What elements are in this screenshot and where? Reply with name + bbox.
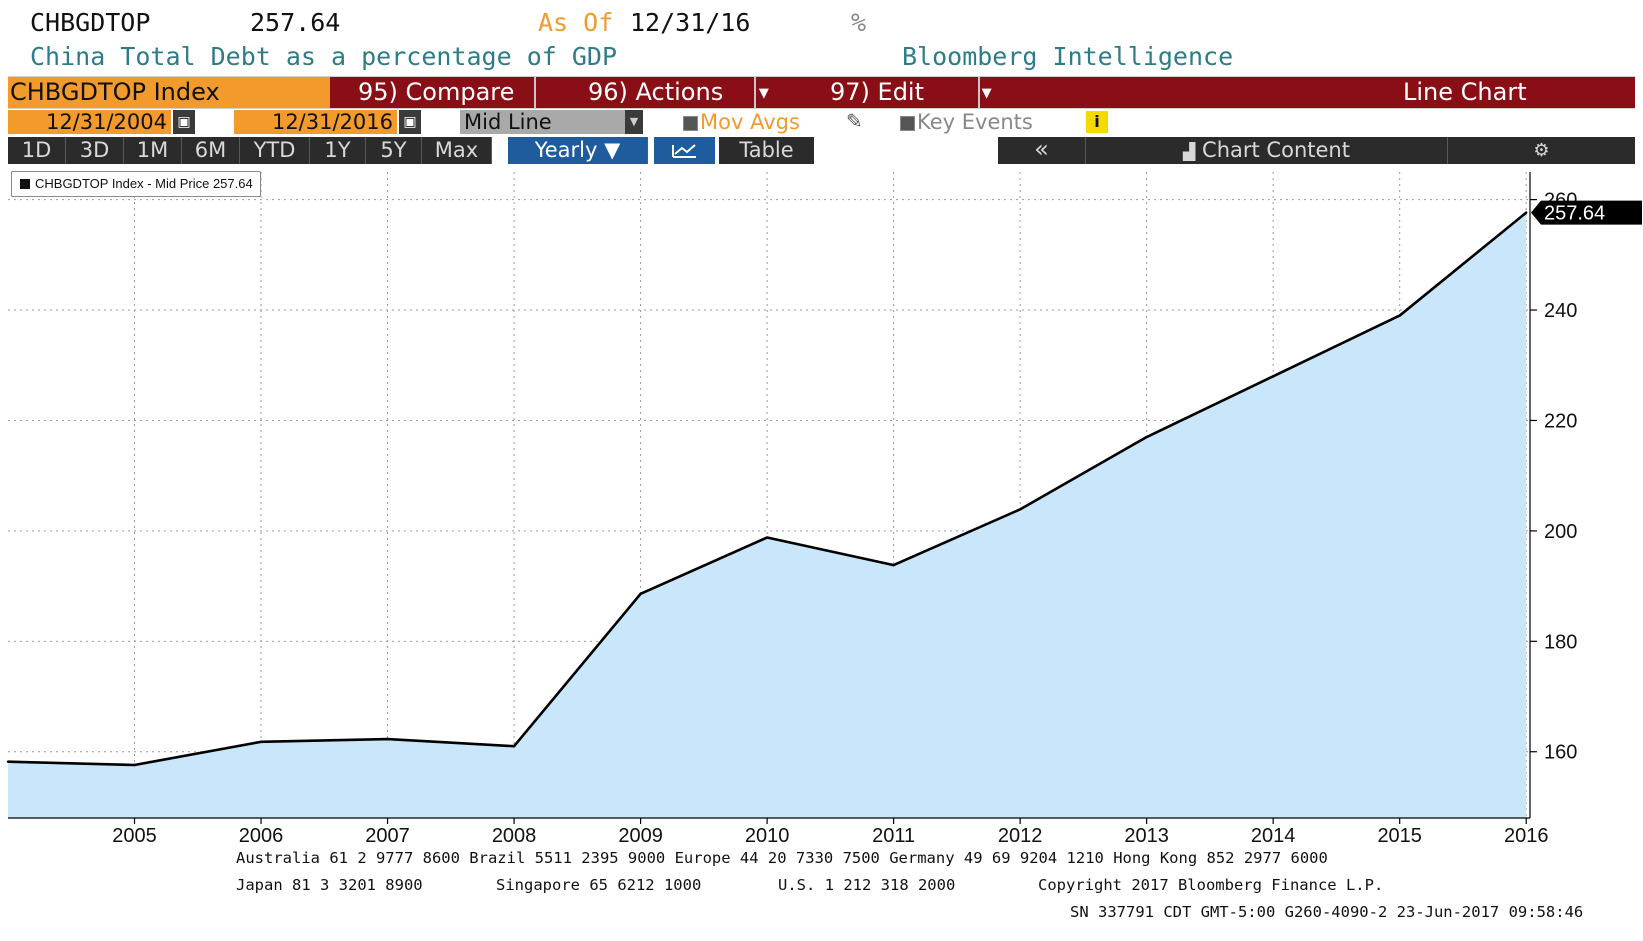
brand-label: Bloomberg Intelligence [902,42,1234,71]
data-point-2015 [1398,314,1401,317]
chart-content-label: Chart Content [1202,138,1350,162]
period-button-1d[interactable]: 1D [8,137,66,164]
last-value-marker: 257.64 [1531,200,1642,225]
as-of-label: As Of [538,8,614,37]
y-tick-label-240: 240 [1544,300,1577,322]
axes [8,172,1531,819]
toolbar-divider [978,77,980,108]
y-tick-label-180: 180 [1544,631,1577,653]
data-point-2010 [765,536,769,539]
chart-style-button[interactable] [654,137,715,164]
percent-toggle[interactable]: % [851,8,867,37]
key-events-checkbox[interactable] [900,116,915,131]
data-point-2011 [892,563,895,567]
x-tick-label-2009: 2009 [618,825,663,847]
ticker-symbol: CHBGDTOP [30,8,151,37]
edit-menu[interactable]: 97) Edit ▼ [830,77,992,108]
period-button-1m[interactable]: 1M [124,137,182,164]
area-fill [8,212,1527,818]
date-range-row: 12/31/2004 ▣ - 12/31/2016 ▣ Mid Line ▼ M… [8,108,1635,136]
data-point-2009 [639,592,642,596]
data-point-2014 [1271,375,1275,378]
x-axis-ticks: 2005 2006 2007 2008 2009 2010 2011 2012 2013 2014… [112,818,1548,847]
info-icon[interactable]: i [1086,111,1108,133]
pencil-icon[interactable]: ✎ [846,109,863,133]
period-button-1y[interactable]: 1Y [310,137,366,164]
start-date-field[interactable]: 12/31/2004 [8,110,171,134]
actions-menu[interactable]: 96) Actions ▼ [588,77,769,108]
mov-avgs-checkbox[interactable] [683,116,698,131]
line-chart-icon [672,144,696,158]
calendar-icon[interactable]: ▣ [399,110,421,134]
y-tick-label-220: 220 [1544,410,1577,432]
gear-icon[interactable]: ⚙ [1448,137,1635,164]
data-point-2016 [1525,211,1528,214]
footer-copyright: Copyright 2017 Bloomberg Finance L.P. [1038,876,1384,894]
chart-content-icon: ▟ [1183,142,1196,161]
security-description: China Total Debt as a percentage of GDP [30,42,617,71]
toolbar-divider [534,77,536,108]
footer-contacts: Australia 61 2 9777 8600 Brazil 5511 239… [236,849,1328,867]
x-tick-label-2012: 2012 [998,825,1043,847]
data-point-2007 [386,737,389,741]
legend-swatch [20,179,30,189]
last-price: 257.64 [250,8,341,37]
x-tick-label-2010: 2010 [745,825,790,847]
data-point-2012 [1018,508,1022,511]
y-tick-label-160: 160 [1544,742,1577,764]
x-tick-label-2015: 2015 [1377,825,1422,847]
x-tick-label-2014: 2014 [1251,825,1296,847]
actions-label: 96) Actions [588,78,724,106]
period-button-max[interactable]: Max [422,137,492,164]
data-point-2008 [512,745,516,748]
x-tick-label-2016: 2016 [1504,825,1549,847]
period-selector-row: 1D 3D 1M 6M YTD 1Y 5Y Max Yearly ▼ Table « ▟ Ch… [8,137,1635,164]
footer-session: SN 337791 CDT GMT-5:00 G260-4090-2 23-Ju… [1070,903,1584,921]
toolbar-divider [754,77,756,108]
yearly-dropdown[interactable]: Yearly ▼ [508,137,648,164]
x-tick-label-2008: 2008 [492,825,537,847]
x-tick-label-2005: 2005 [112,825,157,847]
mov-avgs-label[interactable]: Mov Avgs [700,110,800,134]
x-tick-label-2006: 2006 [239,825,284,847]
edit-label: 97) Edit [830,78,925,106]
compare-button[interactable]: 95) Compare [358,78,515,106]
x-tick-label-2007: 2007 [365,825,410,847]
calendar-icon[interactable]: ▣ [173,110,195,134]
price-type-select[interactable]: Mid Line [460,110,635,134]
chevron-down-icon: ▼ [981,85,992,101]
legend-label: CHBGDTOP Index - Mid Price 257.64 [35,176,253,191]
chart-type-button[interactable]: Line Chart [1403,78,1527,106]
key-events-label[interactable]: Key Events [917,110,1033,134]
footer-singapore: Singapore 65 6212 1000 [496,876,702,894]
x-tick-label-2013: 2013 [1124,825,1169,847]
chart-content-button[interactable]: ▟ Chart Content [1086,137,1448,164]
end-date-field[interactable]: 12/31/2016 [234,110,397,134]
data-point-2006 [259,740,263,744]
period-button-6m[interactable]: 6M [182,137,240,164]
x-tick-label-2011: 2011 [872,825,915,847]
data-point-2005 [133,763,136,767]
function-toolbar: CHBGDTOP Index 95) Compare 96) Actions ▼… [8,76,1635,109]
y-tick-label-200: 200 [1544,521,1577,543]
footer-us: U.S. 1 212 318 2000 [778,876,956,894]
data-point-2004 [6,760,10,763]
period-button-5y[interactable]: 5Y [366,137,422,164]
as-of-date: 12/31/16 [630,8,751,37]
period-button-3d[interactable]: 3D [66,137,124,164]
index-field[interactable]: CHBGDTOP Index [8,77,330,108]
chevron-down-icon: ▼ [758,85,769,101]
chart-legend[interactable]: CHBGDTOP Index - Mid Price 257.64 [11,171,261,197]
last-value-label: 257.64 [1544,203,1605,225]
period-button-ytd[interactable]: YTD [240,137,310,164]
data-point-2013 [1145,435,1148,439]
table-button[interactable]: Table [719,137,814,164]
footer-japan: Japan 81 3 3201 8900 [236,876,423,894]
collapse-icon[interactable]: « [998,137,1086,164]
chevron-down-icon[interactable]: ▼ [625,110,643,134]
last-value-tag [1531,200,1642,225]
